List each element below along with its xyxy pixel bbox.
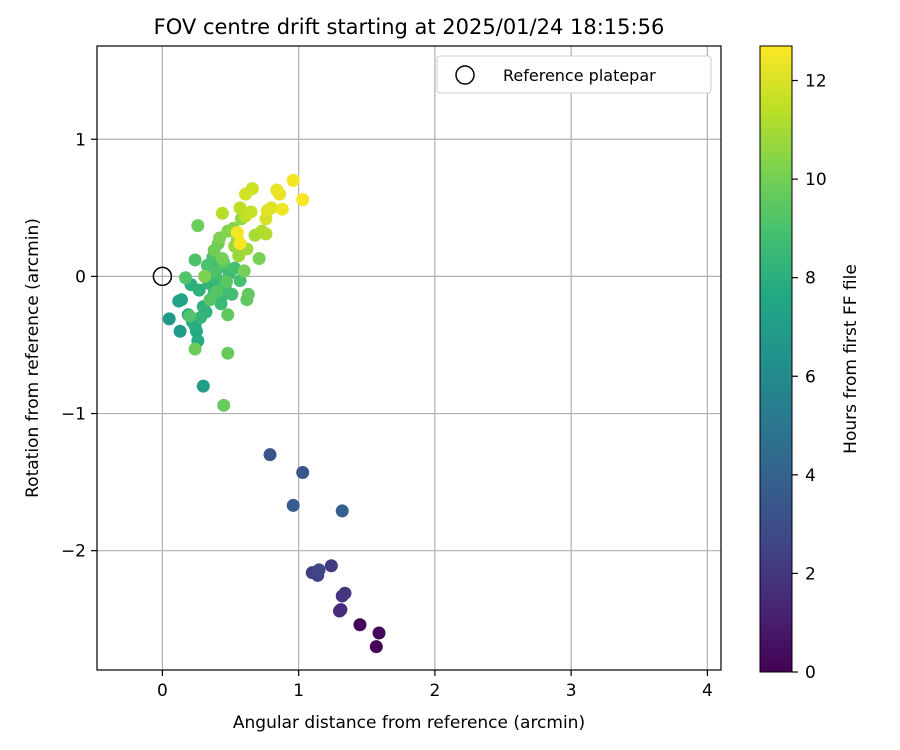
chart-title: FOV centre drift starting at 2025/01/24 … bbox=[154, 15, 665, 39]
data-point bbox=[194, 311, 208, 325]
data-point bbox=[192, 283, 206, 297]
plot-area bbox=[96, 45, 722, 671]
data-point bbox=[196, 379, 210, 393]
data-point bbox=[217, 398, 231, 412]
y-tick-label: 1 bbox=[75, 130, 86, 150]
colorbar-tick-label: 2 bbox=[805, 564, 816, 584]
reference-platepar-marker bbox=[152, 266, 173, 287]
y-tick-label: −1 bbox=[61, 405, 86, 425]
data-point bbox=[233, 236, 247, 250]
data-point bbox=[263, 448, 277, 462]
data-point bbox=[338, 586, 352, 600]
data-point bbox=[209, 265, 223, 279]
legend-label: Reference platepar bbox=[503, 66, 656, 85]
data-point bbox=[225, 287, 239, 301]
grid-lines bbox=[97, 46, 721, 670]
data-point bbox=[324, 559, 338, 573]
data-point bbox=[221, 346, 235, 360]
data-point bbox=[179, 271, 193, 285]
y-axis-ticks: −2 −1 0 1 bbox=[61, 130, 97, 562]
colorbar-tick-label: 0 bbox=[805, 663, 816, 683]
data-point bbox=[296, 193, 310, 207]
data-point bbox=[312, 563, 326, 577]
data-point bbox=[296, 466, 310, 480]
x-tick-label: 2 bbox=[429, 681, 440, 701]
data-point bbox=[244, 205, 258, 219]
data-point bbox=[264, 201, 278, 215]
colorbar-label: Hours from first FF file bbox=[841, 264, 861, 454]
data-point bbox=[183, 309, 197, 323]
data-point bbox=[188, 342, 202, 356]
data-point bbox=[252, 252, 266, 266]
legend-box bbox=[436, 55, 712, 94]
data-point bbox=[334, 603, 348, 617]
colorbar-tick-label: 6 bbox=[805, 367, 816, 387]
legend-open-circle-icon bbox=[455, 65, 475, 85]
data-point bbox=[286, 173, 300, 187]
x-axis-label: Angular distance from reference (arcmin) bbox=[233, 713, 585, 733]
data-point bbox=[191, 219, 205, 233]
colorbar-gradient bbox=[759, 45, 793, 673]
data-point bbox=[237, 264, 251, 278]
plot-frame bbox=[96, 45, 722, 671]
colorbar-tick-label: 8 bbox=[805, 269, 816, 289]
data-point bbox=[214, 297, 228, 311]
data-point bbox=[353, 618, 367, 632]
data-point bbox=[286, 498, 300, 512]
y-tick-label: 0 bbox=[75, 267, 86, 287]
data-point bbox=[174, 293, 188, 307]
colorbar-ticks: 0 2 4 6 8 10 12 bbox=[792, 72, 827, 683]
colorbar: 0 2 4 6 8 10 12 Hours from first FF file bbox=[759, 45, 861, 683]
data-point bbox=[239, 187, 253, 201]
y-tick-label: −2 bbox=[61, 542, 86, 562]
data-point bbox=[173, 324, 187, 338]
data-point bbox=[230, 226, 244, 240]
data-point bbox=[198, 269, 212, 283]
y-axis-label: Rotation from reference (arcmin) bbox=[23, 218, 43, 498]
data-point bbox=[335, 504, 349, 518]
data-points bbox=[162, 173, 386, 654]
colorbar-tick-label: 12 bbox=[805, 72, 827, 92]
data-point bbox=[188, 253, 202, 267]
x-tick-label: 4 bbox=[702, 681, 713, 701]
x-tick-label: 1 bbox=[293, 681, 304, 701]
data-point bbox=[215, 252, 229, 266]
x-tick-label: 3 bbox=[566, 681, 577, 701]
data-point bbox=[241, 287, 255, 301]
data-point bbox=[275, 202, 289, 216]
data-point bbox=[369, 640, 383, 654]
colorbar-tick-label: 4 bbox=[805, 466, 816, 486]
data-point bbox=[372, 626, 386, 640]
data-point bbox=[273, 187, 287, 201]
data-point bbox=[219, 275, 233, 289]
colorbar-tick-label: 10 bbox=[805, 170, 827, 190]
data-point bbox=[210, 284, 224, 298]
data-point bbox=[221, 308, 235, 322]
x-tick-label: 0 bbox=[157, 681, 168, 701]
legend: Reference platepar bbox=[436, 55, 712, 94]
data-point bbox=[259, 227, 273, 241]
data-point bbox=[162, 312, 176, 326]
data-point bbox=[215, 206, 229, 220]
x-axis-ticks: 0 1 2 3 4 bbox=[157, 670, 713, 701]
